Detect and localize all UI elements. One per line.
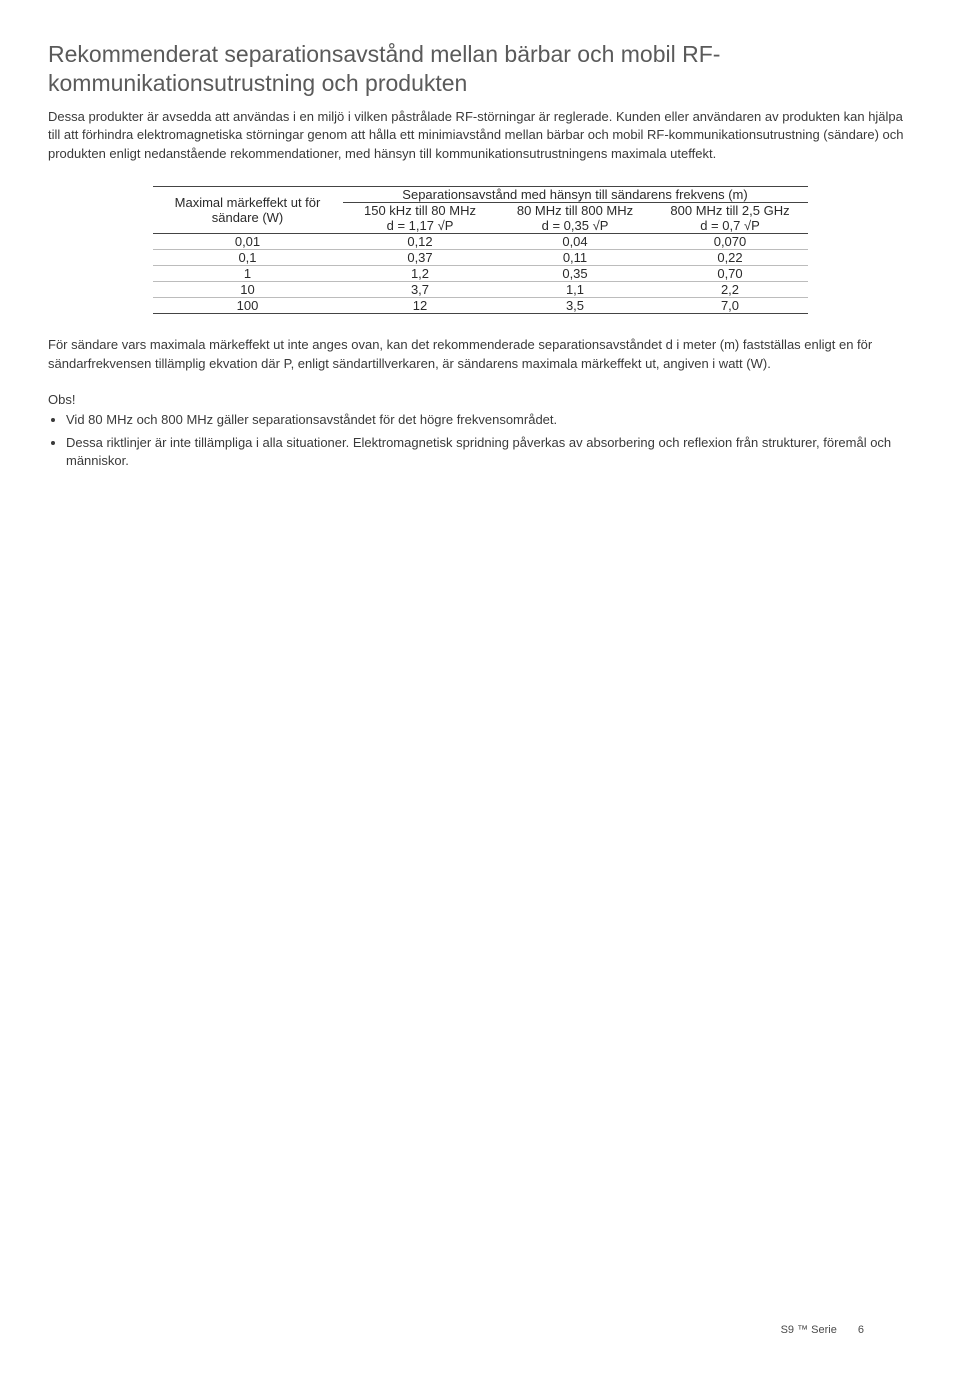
value-cell: 1,2 [343,266,498,282]
table-row: 100 12 3,5 7,0 [153,298,808,314]
table-row: 0,1 0,37 0,11 0,22 [153,250,808,266]
power-cell: 1 [153,266,343,282]
value-cell: 0,12 [343,234,498,250]
value-cell: 0,70 [653,266,808,282]
col-range-1: 80 MHz till 800 MHz [498,203,653,219]
value-cell: 0,070 [653,234,808,250]
table-row: 0,01 0,12 0,04 0,070 [153,234,808,250]
footer-series: S9 ™ Serie [781,1324,837,1336]
page-heading: Rekommenderat separationsavstånd mellan … [48,40,912,98]
col-formula-2: d = 0,7 √P [653,218,808,234]
separation-distance-table: Maximal märkeffekt ut för sändare (W) Se… [153,186,808,314]
value-cell: 0,04 [498,234,653,250]
value-cell: 0,22 [653,250,808,266]
power-cell: 100 [153,298,343,314]
note-item: Dessa riktlinjer är inte tillämpliga i a… [66,434,912,472]
power-cell: 0,01 [153,234,343,250]
footer-page-number: 6 [858,1324,864,1336]
value-cell: 3,5 [498,298,653,314]
value-cell: 1,1 [498,282,653,298]
table-row: 10 3,7 1,1 2,2 [153,282,808,298]
table-row: 1 1,2 0,35 0,70 [153,266,808,282]
table-rowheader: Maximal märkeffekt ut för sändare (W) [153,187,343,234]
value-cell: 0,35 [498,266,653,282]
page-footer: S9 ™ Serie 6 [781,1324,864,1336]
notes-list: Vid 80 MHz och 800 MHz gäller separation… [48,411,912,472]
col-range-2: 800 MHz till 2,5 GHz [653,203,808,219]
obs-label: Obs! [48,392,912,407]
col-formula-0: d = 1,17 √P [343,218,498,234]
value-cell: 3,7 [343,282,498,298]
power-cell: 10 [153,282,343,298]
table-spanheader: Separationsavstånd med hänsyn till sända… [343,187,808,203]
value-cell: 12 [343,298,498,314]
value-cell: 7,0 [653,298,808,314]
post-table-paragraph: För sändare vars maximala märkeffekt ut … [48,336,912,374]
intro-paragraph: Dessa produkter är avsedda att användas … [48,108,912,165]
note-item: Vid 80 MHz och 800 MHz gäller separation… [66,411,912,430]
col-range-0: 150 kHz till 80 MHz [343,203,498,219]
value-cell: 2,2 [653,282,808,298]
value-cell: 0,11 [498,250,653,266]
col-formula-1: d = 0,35 √P [498,218,653,234]
value-cell: 0,37 [343,250,498,266]
power-cell: 0,1 [153,250,343,266]
